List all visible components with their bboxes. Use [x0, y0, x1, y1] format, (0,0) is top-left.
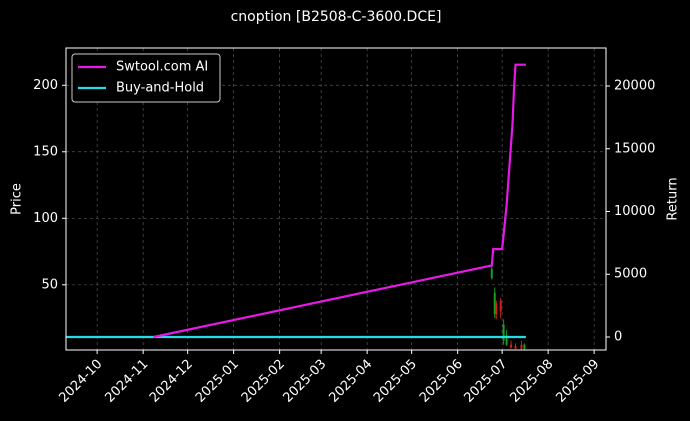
legend-box: [71, 53, 221, 103]
candle-body: [520, 344, 523, 349]
y-tick-label: 100: [33, 211, 58, 226]
y2-axis-label: Return: [666, 177, 681, 220]
y2-tick-label: 15000: [614, 141, 655, 156]
candle-body: [505, 335, 508, 345]
legend-label: Buy-and-Hold: [116, 81, 204, 96]
candle-body: [493, 292, 496, 315]
chart-title: cnoption [B2508-C-3600.DCE]: [231, 9, 442, 25]
y-tick-label: 50: [41, 277, 58, 292]
y-axis-label: Price: [10, 183, 25, 215]
legend-label: Swtool.com AI: [116, 60, 208, 75]
candle-body: [523, 344, 526, 349]
candle-body: [495, 303, 498, 315]
plot-frame: [65, 47, 607, 351]
series-line: [153, 63, 526, 339]
y-tick-label: 200: [33, 78, 58, 93]
y-tick-label: 150: [33, 144, 58, 159]
candle-body: [510, 344, 513, 348]
y2-tick-label: 10000: [614, 204, 655, 219]
y2-tick-label: 20000: [614, 79, 655, 94]
y2-tick-label: 5000: [614, 267, 647, 282]
candle-body: [514, 346, 517, 349]
candle-body: [502, 324, 505, 341]
candle-body: [490, 268, 493, 279]
candle-body: [499, 300, 502, 312]
y2-tick-label: 0: [614, 329, 622, 344]
